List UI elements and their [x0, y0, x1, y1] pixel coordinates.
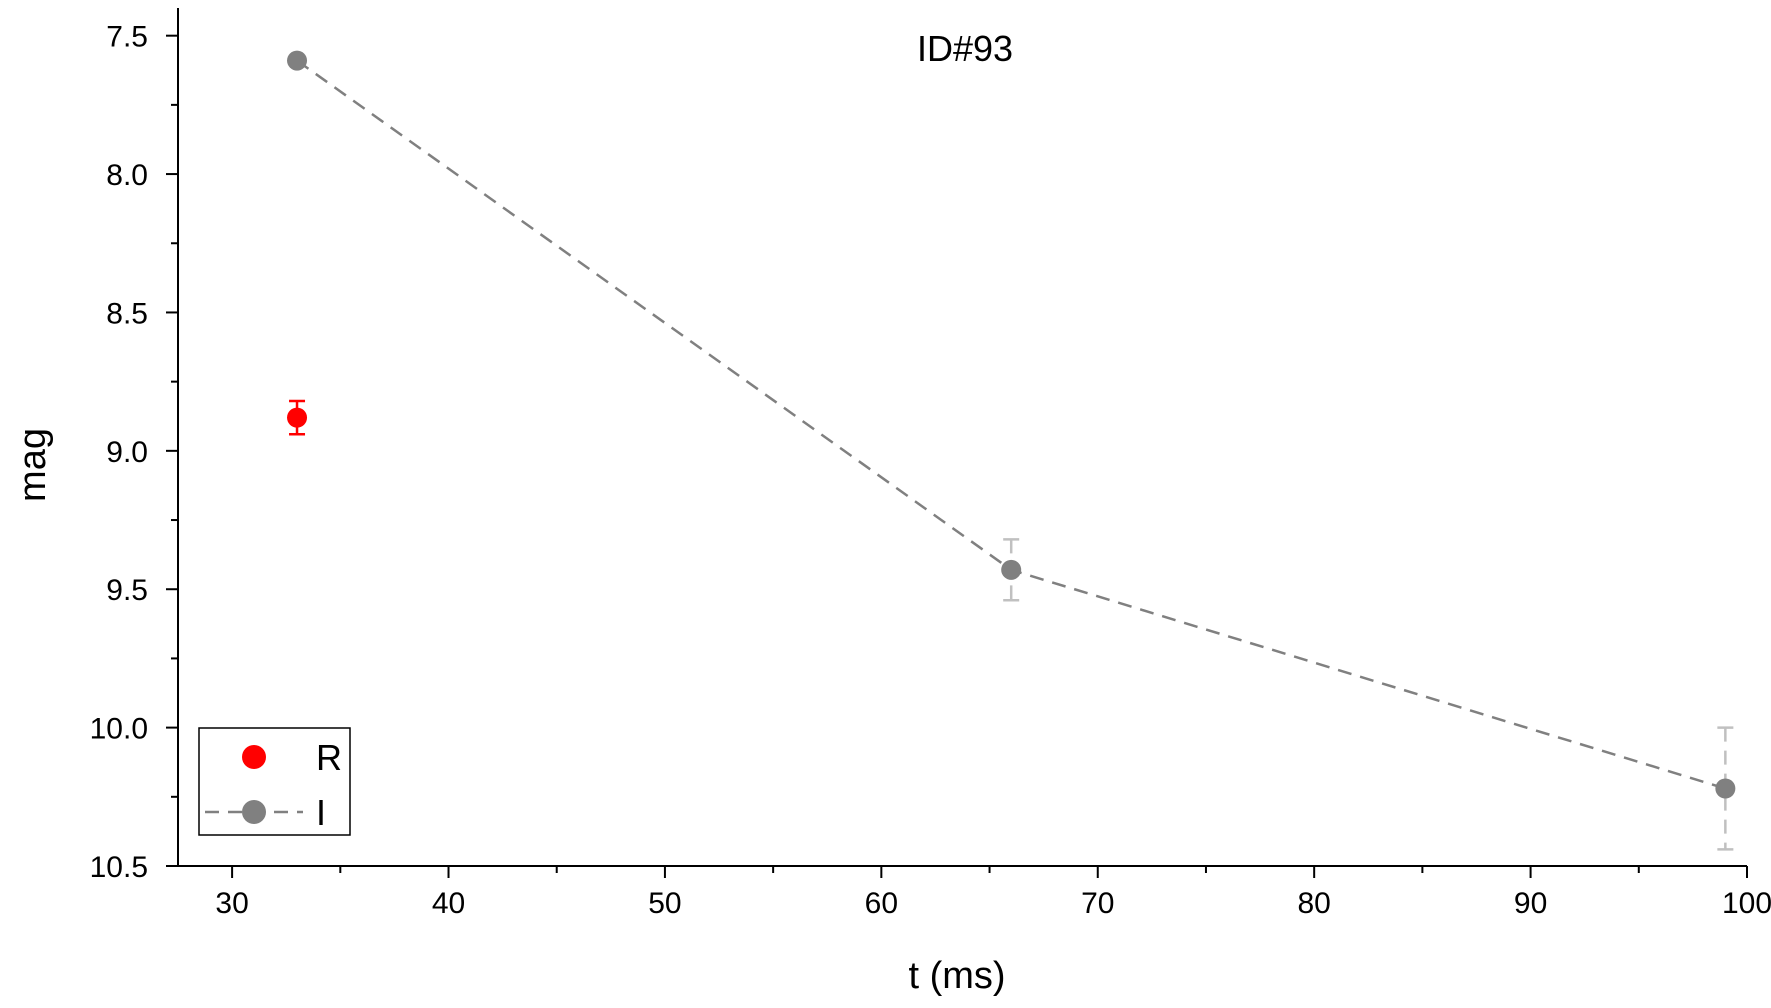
y-tick-label: 7.5 [106, 21, 148, 54]
chart-title: ID#93 [917, 28, 1013, 69]
data-point-r [287, 407, 308, 428]
data-point-i [1715, 778, 1736, 799]
data-point-i [287, 50, 308, 71]
ticks: 30 40 50 60 70 80 90 100 7.5 8.0 8.5 9.0 9.5 10.0 10.5 [90, 21, 1771, 920]
series-i [287, 50, 1736, 851]
y-tick-label: 8.5 [106, 297, 148, 330]
axes [177, 8, 1747, 867]
legend-frame [198, 727, 351, 836]
series-i-line [296, 59, 1726, 790]
series-r [287, 399, 308, 436]
data-point-i [1001, 559, 1022, 580]
series [287, 50, 1736, 851]
y-tick-label: 8.0 [106, 159, 148, 192]
x-tick-label: 100 [1722, 887, 1771, 920]
legend-items: RI [205, 737, 342, 833]
legend-label-i: I [316, 792, 326, 833]
y-tick-label: 10.5 [90, 851, 148, 884]
legend: RI [198, 727, 351, 836]
x-tick-label: 80 [1297, 887, 1330, 920]
x-tick-label: 40 [432, 887, 465, 920]
x-tick-label: 90 [1514, 887, 1547, 920]
x-tick-label: 30 [215, 887, 248, 920]
legend-label-r: R [316, 737, 342, 778]
legend-marker-r [242, 745, 266, 769]
x-tick-label: 60 [865, 887, 898, 920]
y-tick-label: 10.0 [90, 713, 148, 746]
y-tick-label: 9.5 [106, 574, 148, 607]
y-tick-label: 9.0 [106, 436, 148, 469]
legend-marker-i [242, 800, 266, 824]
x-tick-label: 50 [648, 887, 681, 920]
y-axis-title: mag [12, 428, 54, 502]
x-tick-label: 70 [1081, 887, 1114, 920]
x-axis-title: t (ms) [908, 955, 1005, 997]
